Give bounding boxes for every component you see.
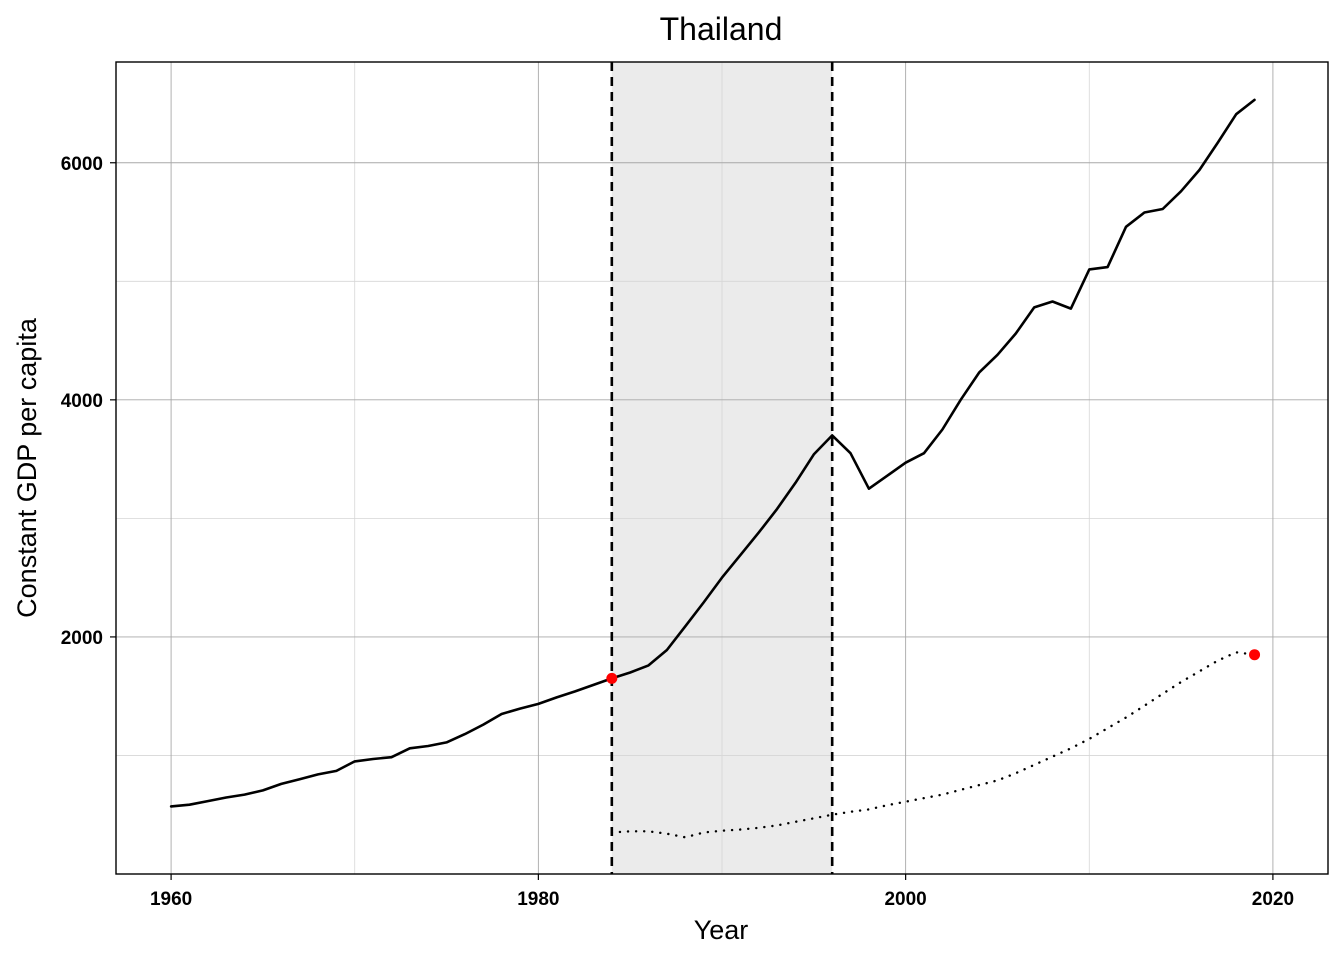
x-tick-label: 1980 (517, 889, 559, 910)
highlight-point (1249, 649, 1261, 661)
x-tick-label: 1960 (150, 889, 192, 910)
x-axis-title: Year (694, 915, 749, 945)
chart-title: Thailand (660, 11, 783, 47)
gdp-line (169, 98, 1256, 808)
x-tick-label: 2020 (1252, 889, 1294, 910)
y-axis-title: Constant GDP per capita (12, 317, 42, 618)
plot-area: 1960 1980 2000 2020 2000 4000 6000 (61, 61, 1329, 910)
y-tick-label: 2000 (61, 628, 103, 649)
x-tick-label: 2000 (884, 889, 926, 910)
y-tick-label: 6000 (61, 154, 103, 175)
highlight-point (606, 672, 618, 684)
plot-border (115, 61, 1329, 875)
y-tick-label: 4000 (61, 391, 103, 412)
